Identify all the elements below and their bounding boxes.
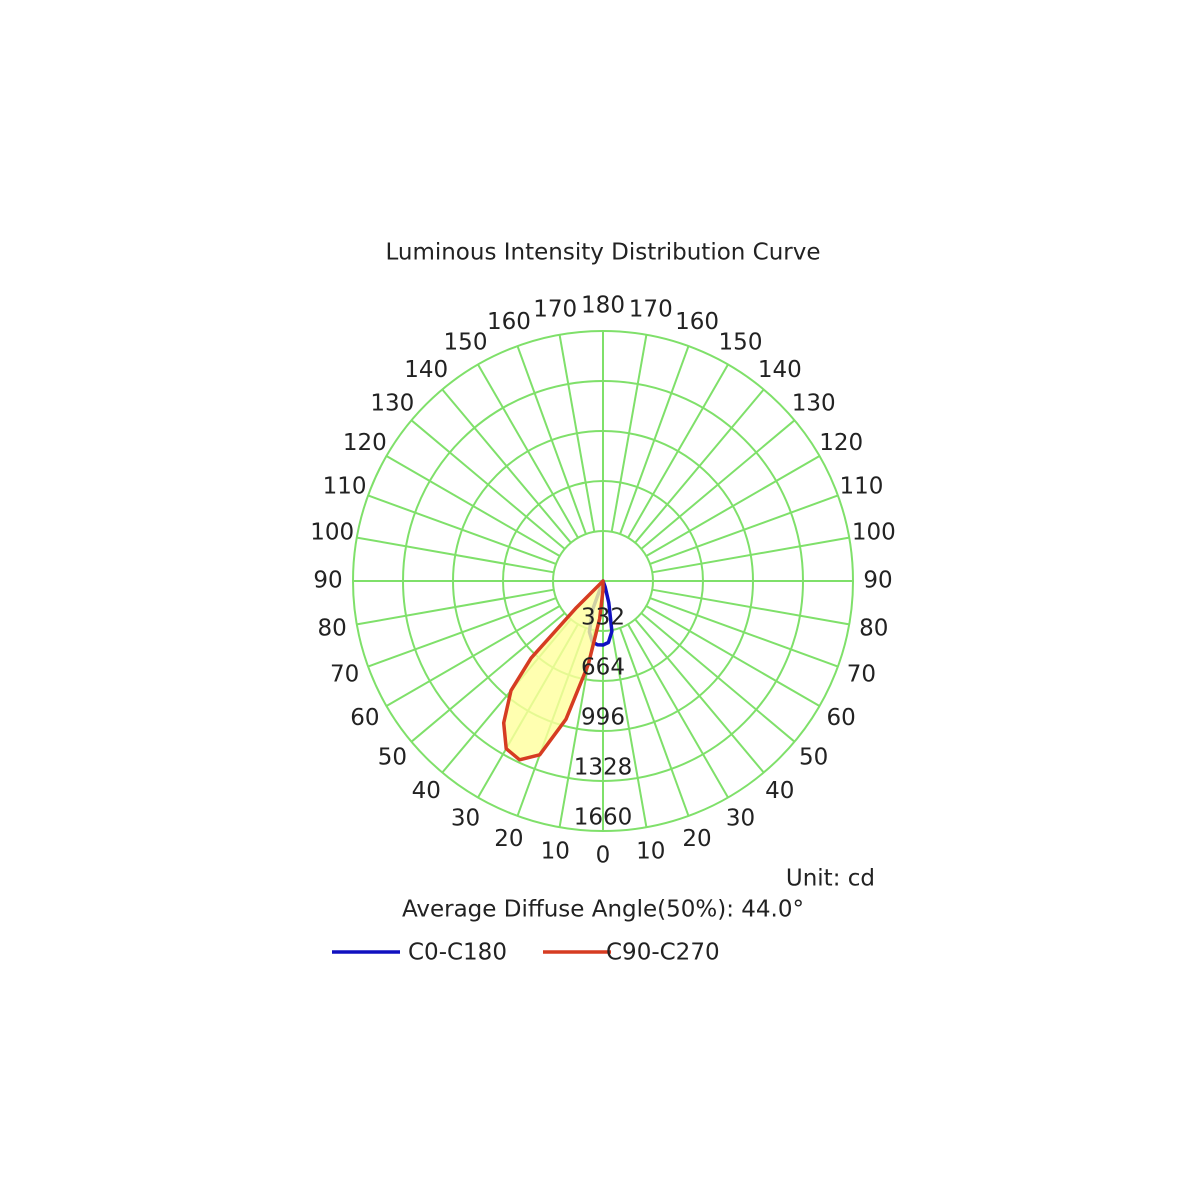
legend-label: C0-C180 [408, 940, 507, 966]
angle-tick-label: 160 [487, 309, 531, 335]
angle-tick-label: 130 [792, 391, 836, 417]
angle-tick-label: 180 [581, 293, 625, 319]
angle-tick-label: 110 [839, 473, 883, 499]
angle-tick-label: 110 [323, 473, 367, 499]
grid-spoke [649, 494, 839, 565]
angle-tick-label: 140 [758, 357, 802, 383]
grid-spoke [356, 588, 554, 626]
grid-spoke [477, 363, 579, 539]
grid-spoke [367, 597, 557, 668]
grid-spoke [627, 623, 729, 799]
grid-spoke [645, 605, 821, 707]
angle-tick-label: 130 [370, 391, 414, 417]
plot [501, 579, 614, 762]
grid-spoke [645, 455, 821, 557]
series-curve [501, 579, 605, 762]
angle-tick-label: 120 [343, 430, 387, 456]
grid-spoke [610, 630, 648, 828]
angle-tick-label: 90 [313, 568, 342, 594]
angle-tick-label: 170 [533, 297, 577, 323]
angle-tick-label: 30 [451, 806, 480, 832]
angle-tick-label: 170 [629, 297, 673, 323]
angle-tick-label: 100 [310, 520, 354, 546]
grid-spoke [634, 388, 765, 544]
angle-tick-label: 0 [596, 843, 611, 869]
angle-tick-label: 80 [318, 615, 347, 641]
angle-tick-label: 80 [859, 615, 888, 641]
angle-tick-label: 30 [726, 806, 755, 832]
angle-tick-label: 150 [444, 329, 488, 355]
grid-spoke [619, 345, 690, 535]
angle-tick-label: 140 [404, 357, 448, 383]
angle-tick-label: 20 [494, 826, 523, 852]
grid-spoke [649, 597, 839, 668]
grid-spoke [410, 419, 566, 550]
unit-label: Unit: cd [786, 866, 875, 892]
chart-title: Luminous Intensity Distribution Curve [385, 240, 820, 266]
grid-spoke [356, 536, 554, 574]
grid-spoke [516, 345, 587, 535]
grid-spoke [385, 455, 561, 557]
grid-spoke [385, 605, 561, 707]
angle-tick-label: 100 [852, 520, 896, 546]
grid-spoke [627, 363, 729, 539]
angle-tick-label: 70 [847, 662, 876, 688]
angle-tick-label: 10 [541, 838, 570, 864]
grid-spoke [410, 612, 566, 743]
grid-spoke [652, 588, 850, 626]
grid-spoke [634, 618, 765, 774]
legend-label: C90-C270 [606, 940, 720, 966]
r-tick-label: 1328 [574, 755, 633, 781]
r-tick-label: 996 [581, 705, 625, 731]
angle-tick-label: 150 [719, 329, 763, 355]
angle-tick-label: 120 [819, 430, 863, 456]
angle-tick-label: 40 [412, 778, 441, 804]
grid-spoke [610, 334, 648, 532]
angle-tick-label: 40 [765, 778, 794, 804]
grid-spoke [640, 419, 796, 550]
note: Average Diffuse Angle(50%): 44.0° [402, 897, 804, 923]
r-tick-label: 664 [581, 655, 625, 681]
angle-tick-label: 160 [675, 309, 719, 335]
grid-spoke [441, 388, 572, 544]
angle-tick-label: 50 [378, 744, 407, 770]
grid-spoke [367, 494, 557, 565]
grid-spoke [640, 612, 796, 743]
angle-tick-label: 50 [799, 744, 828, 770]
grid-spoke [652, 536, 850, 574]
angle-tick-label: 20 [682, 826, 711, 852]
angle-tick-label: 10 [636, 838, 665, 864]
grid-spoke [558, 334, 596, 532]
angle-tick-label: 70 [330, 662, 359, 688]
angle-tick-label: 90 [863, 568, 892, 594]
grid-spoke [619, 627, 690, 817]
r-tick-label: 1660 [574, 805, 633, 831]
angle-tick-label: 60 [350, 705, 379, 731]
angle-tick-label: 60 [827, 705, 856, 731]
r-tick-label: 332 [581, 605, 625, 631]
